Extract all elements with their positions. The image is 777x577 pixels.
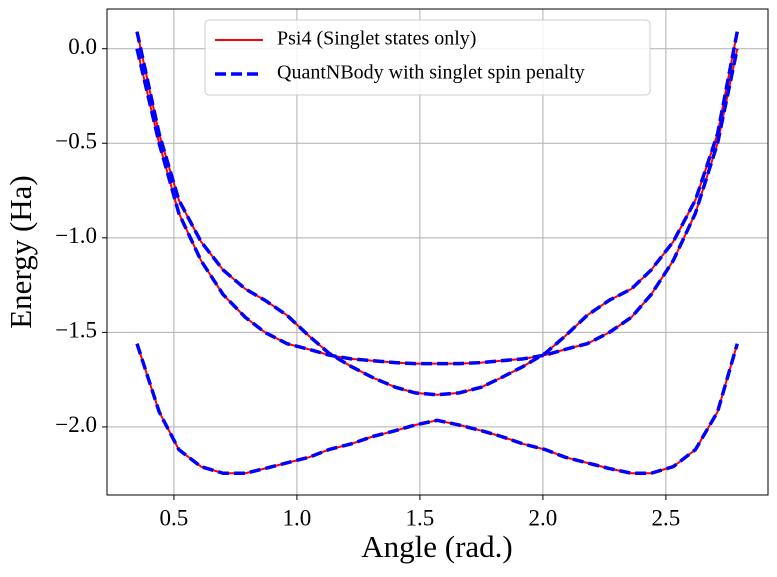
y-tick-label: −1.0 <box>55 223 97 248</box>
legend-box <box>204 19 651 96</box>
x-tick-label: 2.0 <box>529 505 558 530</box>
legend: Psi4 (Singlet states only) QuantNBody wit… <box>204 19 651 96</box>
x-tick-label: 0.5 <box>160 505 189 530</box>
series-line <box>135 48 739 366</box>
y-tick-label: 0.0 <box>68 34 97 59</box>
x-tick-label: 1.5 <box>406 505 435 530</box>
legend-label: QuantNBody with singlet spin penalty <box>277 62 585 84</box>
x-tick-label: 1.0 <box>283 505 312 530</box>
y-tick-label: −0.5 <box>55 129 97 154</box>
y-tick-label: −1.5 <box>55 318 97 343</box>
series-line <box>135 31 739 397</box>
series-line <box>135 343 739 475</box>
x-tick-label: 2.5 <box>652 505 681 530</box>
legend-label: Psi4 (Singlet states only) <box>277 28 476 50</box>
y-axis-label: Energy (Ha) <box>3 175 38 329</box>
x-axis-label: Angle (rad.) <box>361 529 513 564</box>
plot-frame <box>106 8 769 496</box>
series-line <box>136 48 739 365</box>
y-tick-label: −2.0 <box>55 412 97 437</box>
